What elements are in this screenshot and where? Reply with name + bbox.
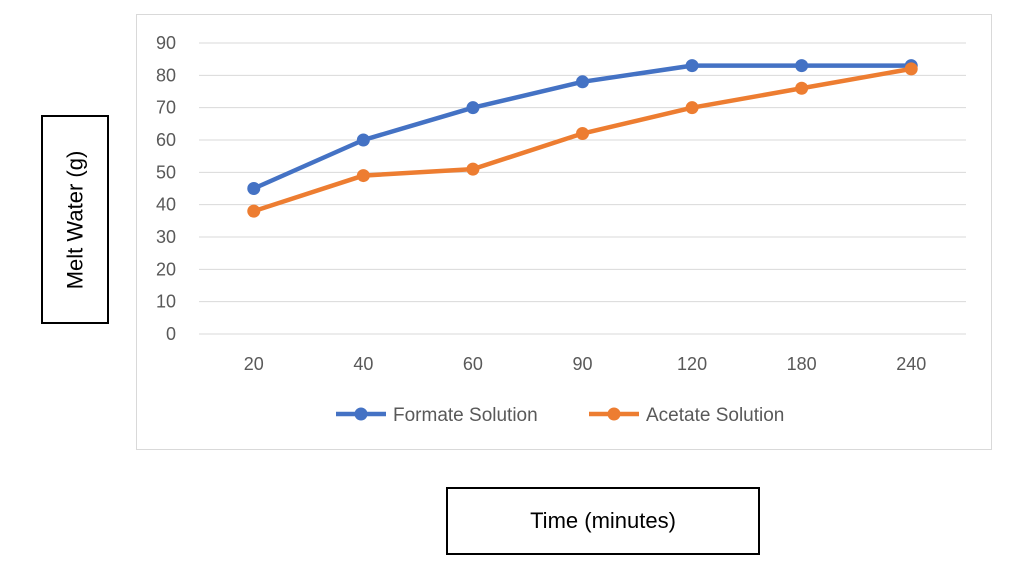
legend-item-1: Acetate Solution	[589, 405, 784, 426]
y-tick-label-90: 90	[156, 33, 176, 53]
series-formate-solution	[247, 59, 918, 195]
data-point-1-6	[904, 62, 918, 76]
data-point-1-5	[795, 81, 809, 95]
y-axis-label-box: Melt Water (g)	[41, 115, 109, 324]
data-point-0-4	[685, 59, 699, 73]
x-tick-label-60: 60	[463, 354, 483, 374]
x-tick-label-40: 40	[353, 354, 373, 374]
legend-swatch-marker-0	[354, 407, 368, 421]
x-axis-label-box: Time (minutes)	[446, 487, 760, 555]
y-axis-tick-labels: 0 10 20 30 40 50 60 70 80 90	[156, 33, 176, 344]
legend: Formate Solution Acetate Solution	[336, 405, 784, 426]
data-point-1-3	[576, 127, 589, 141]
y-axis-label: Melt Water (g)	[62, 150, 87, 289]
x-axis-label: Time (minutes)	[530, 508, 676, 533]
series-acetate-solution	[247, 62, 918, 218]
x-tick-label-180: 180	[787, 354, 817, 374]
data-point-0-1	[356, 133, 370, 147]
x-axis-tick-labels: 20 40 60 90 120 180 240	[244, 354, 926, 374]
x-tick-label-20: 20	[244, 354, 264, 374]
y-tick-label-20: 20	[156, 259, 176, 279]
y-tick-label-50: 50	[156, 162, 176, 182]
data-point-1-2	[466, 162, 480, 176]
chart-area: 0 10 20 30 40 50 60 70 80 90 20 40 60 90 120 180 240 Fo…	[136, 14, 992, 450]
data-point-0-5	[795, 59, 809, 73]
data-point-0-2	[466, 101, 480, 115]
legend-swatch-marker-1	[607, 407, 621, 421]
legend-label-1: Acetate Solution	[646, 405, 784, 426]
data-point-0-3	[576, 75, 589, 89]
data-point-0-0	[247, 182, 261, 195]
y-tick-label-70: 70	[156, 98, 176, 118]
y-tick-label-60: 60	[156, 130, 176, 150]
y-tick-label-30: 30	[156, 227, 176, 247]
y-tick-label-10: 10	[156, 292, 176, 312]
y-tick-label-0: 0	[166, 324, 176, 344]
legend-label-0: Formate Solution	[393, 405, 538, 426]
x-tick-label-120: 120	[677, 354, 707, 374]
series-lines	[247, 59, 918, 218]
legend-item-0: Formate Solution	[336, 405, 538, 426]
data-point-1-4	[685, 101, 699, 115]
y-tick-label-40: 40	[156, 195, 176, 215]
x-tick-label-240: 240	[896, 354, 926, 374]
data-point-1-0	[247, 204, 261, 218]
line-chart: 0 10 20 30 40 50 60 70 80 90 20 40 60 90 120 180 240 Fo…	[156, 33, 966, 426]
x-tick-label-90: 90	[572, 354, 592, 374]
data-point-1-1	[356, 169, 370, 183]
y-tick-label-80: 80	[156, 65, 176, 85]
